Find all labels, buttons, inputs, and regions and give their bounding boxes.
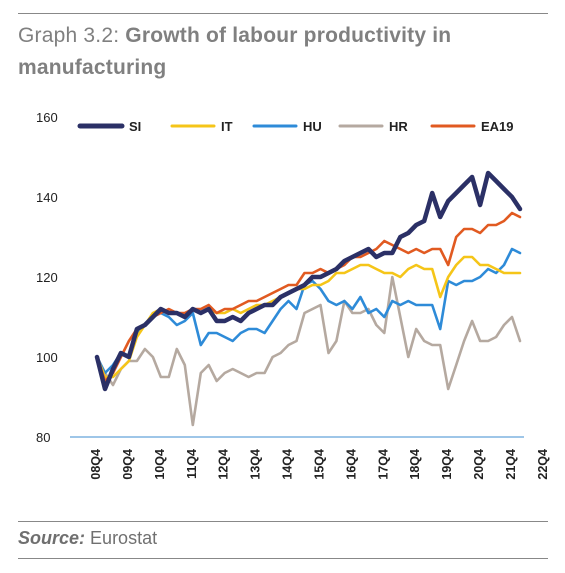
- x-tick-label: 21Q4: [504, 449, 518, 480]
- y-tick-label: 140: [36, 190, 58, 205]
- chart-title: Graph 3.2: Growth of labour productivity…: [18, 20, 548, 84]
- top-rule: [18, 13, 548, 14]
- x-tick-label: 11Q4: [185, 449, 199, 479]
- title-lead: Graph 3.2:: [18, 24, 120, 47]
- y-tick-label: 100: [36, 350, 58, 365]
- x-tick-label: 18Q4: [408, 449, 422, 480]
- legend-label-si: SI: [129, 119, 141, 134]
- x-tick-label: 17Q4: [376, 449, 390, 480]
- series-line-si: [94, 170, 523, 392]
- x-axis: 08Q4 09Q4 10Q4 11Q4 12Q4 13Q4 14Q4 15Q4 16Q4 17Q4…: [70, 436, 550, 480]
- series-line-hr: [95, 275, 522, 427]
- legend-label-ea19: EA19: [481, 119, 514, 134]
- x-tick-label: 19Q4: [440, 449, 454, 480]
- legend-label-hr: HR: [389, 119, 408, 134]
- x-tick-label: 13Q4: [249, 449, 263, 480]
- y-axis: 80 100 120 140 160: [36, 110, 58, 445]
- x-tick-label: 16Q4: [344, 449, 358, 480]
- x-tick-label: 08Q4: [89, 449, 103, 480]
- series-lines: [94, 170, 523, 427]
- line-chart: 80 100 120 140 160 08Q4 09Q4 10Q4 11Q4 12Q4 13Q4 1…: [36, 110, 550, 480]
- title-main: Growth of labour productivity in manufac…: [18, 24, 452, 79]
- source-rule: [18, 521, 548, 522]
- x-tick-label: 14Q4: [281, 449, 295, 480]
- series-line-ea19: [95, 211, 522, 383]
- legend-label-hu: HU: [303, 119, 322, 134]
- x-tick-label: 09Q4: [121, 449, 135, 480]
- x-tick-label: 22Q4: [536, 449, 550, 480]
- legend: SI IT HU HR EA19: [77, 119, 514, 134]
- source-value: Eurostat: [90, 528, 158, 548]
- y-tick-label: 160: [36, 110, 58, 125]
- source-label: Source:: [18, 528, 86, 548]
- x-tick-label: 20Q4: [472, 449, 486, 480]
- y-tick-label: 120: [36, 270, 58, 285]
- legend-label-it: IT: [221, 119, 233, 134]
- x-tick-label: 12Q4: [217, 449, 231, 480]
- y-tick-label: 80: [36, 430, 50, 445]
- series-line-it: [95, 255, 522, 379]
- source-note: Source: Eurostat: [18, 528, 157, 549]
- bottom-rule: [18, 558, 548, 559]
- x-tick-label: 10Q4: [153, 449, 167, 480]
- x-tick-label: 15Q4: [312, 449, 326, 480]
